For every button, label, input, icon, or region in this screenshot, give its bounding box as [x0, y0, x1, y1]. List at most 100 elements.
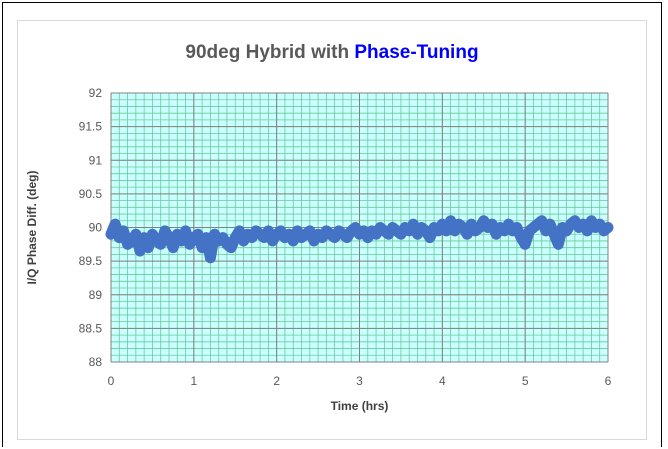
data-point	[446, 216, 456, 226]
data-point	[582, 226, 592, 236]
data-point	[143, 243, 153, 253]
data-point	[499, 226, 509, 236]
data-point	[562, 226, 572, 236]
data-point	[479, 216, 489, 226]
data-point	[185, 239, 195, 249]
data-point	[437, 219, 447, 229]
data-point	[226, 243, 236, 253]
data-point	[263, 226, 273, 236]
x-tick-label: 0	[108, 374, 115, 388]
data-point	[520, 239, 530, 249]
x-tick-label: 6	[605, 374, 612, 388]
data-point	[512, 223, 522, 232]
data-point	[118, 226, 128, 236]
data-point	[433, 226, 443, 236]
data-series	[105, 215, 614, 264]
data-point	[164, 233, 174, 243]
data-point	[516, 233, 526, 243]
data-point	[276, 226, 286, 236]
data-point	[197, 243, 207, 253]
data-point	[363, 233, 373, 243]
chart-title-highlight: Phase-Tuning	[354, 42, 479, 63]
data-point	[288, 236, 298, 246]
data-point	[210, 229, 220, 239]
y-tick-label: 89	[89, 288, 103, 302]
data-point	[305, 226, 315, 236]
data-point	[147, 229, 157, 239]
data-point	[383, 229, 393, 239]
data-point	[131, 229, 141, 239]
data-point	[425, 233, 435, 243]
data-point	[570, 216, 580, 226]
data-point	[127, 236, 137, 246]
x-tick-label: 1	[190, 374, 197, 388]
data-point	[487, 219, 497, 229]
data-point	[234, 226, 244, 236]
data-point	[156, 239, 166, 249]
x-tick-label: 2	[273, 374, 280, 388]
data-point	[268, 236, 278, 246]
y-tick-label: 88.5	[79, 321, 103, 335]
data-point	[201, 233, 211, 243]
data-point	[359, 226, 369, 236]
data-point	[139, 233, 149, 243]
data-point	[106, 229, 116, 239]
y-tick-labels: 88 88.5 89 89.5 90 90.5 91 91.5 92	[79, 86, 103, 369]
data-point	[330, 233, 340, 243]
window-frame	[2, 2, 662, 447]
data-point	[441, 226, 451, 236]
y-tick-label: 91.5	[79, 120, 103, 134]
y-tick-label: 90	[89, 221, 103, 235]
data-point	[545, 219, 555, 229]
chart-svg: 0 1 2 3 4 5 6 88 88.5 89 89.5 90 90.5 91 91.5 92 Time …	[25, 86, 614, 413]
data-point	[259, 233, 269, 243]
data-point	[292, 226, 302, 236]
data-point	[475, 223, 485, 232]
data-point	[114, 233, 124, 243]
data-point	[205, 253, 215, 263]
data-point	[135, 246, 145, 256]
data-point	[549, 229, 559, 239]
data-point	[309, 236, 319, 246]
y-tick-label: 90.5	[79, 187, 103, 201]
data-point	[504, 219, 514, 229]
x-tick-label: 5	[522, 374, 529, 388]
data-point	[396, 229, 406, 239]
data-point	[458, 223, 468, 232]
data-point	[537, 216, 547, 226]
data-point	[110, 219, 120, 229]
data-point	[284, 229, 294, 239]
data-point	[462, 229, 472, 239]
data-point	[553, 239, 563, 249]
data-point	[181, 226, 191, 236]
data-point	[176, 236, 186, 246]
data-point	[603, 223, 613, 232]
data-point	[541, 226, 551, 236]
data-point	[421, 226, 431, 236]
data-point	[168, 243, 178, 253]
data-point	[317, 233, 327, 243]
y-tick-label: 88	[89, 355, 103, 369]
data-point	[412, 229, 422, 239]
data-point	[230, 233, 240, 243]
y-axis-title: I/Q Phase Diff. (deg)	[25, 170, 39, 284]
data-point	[218, 233, 228, 243]
data-point	[247, 233, 257, 243]
data-point	[160, 226, 170, 236]
data-point	[193, 229, 203, 239]
data-point	[408, 219, 418, 229]
data-point	[491, 229, 501, 239]
x-axis-title: Time (hrs)	[331, 399, 389, 413]
data-point	[350, 223, 360, 232]
y-tick-label: 92	[89, 86, 103, 100]
x-tick-label: 4	[439, 374, 446, 388]
data-point	[578, 219, 588, 229]
x-tick-labels: 0 1 2 3 4 5 6	[108, 374, 612, 388]
data-point	[371, 229, 381, 239]
data-point	[404, 226, 414, 236]
data-point	[586, 216, 596, 226]
data-point	[595, 219, 605, 229]
data-point	[342, 233, 352, 243]
y-tick-label: 89.5	[79, 254, 103, 268]
data-point	[450, 226, 460, 236]
